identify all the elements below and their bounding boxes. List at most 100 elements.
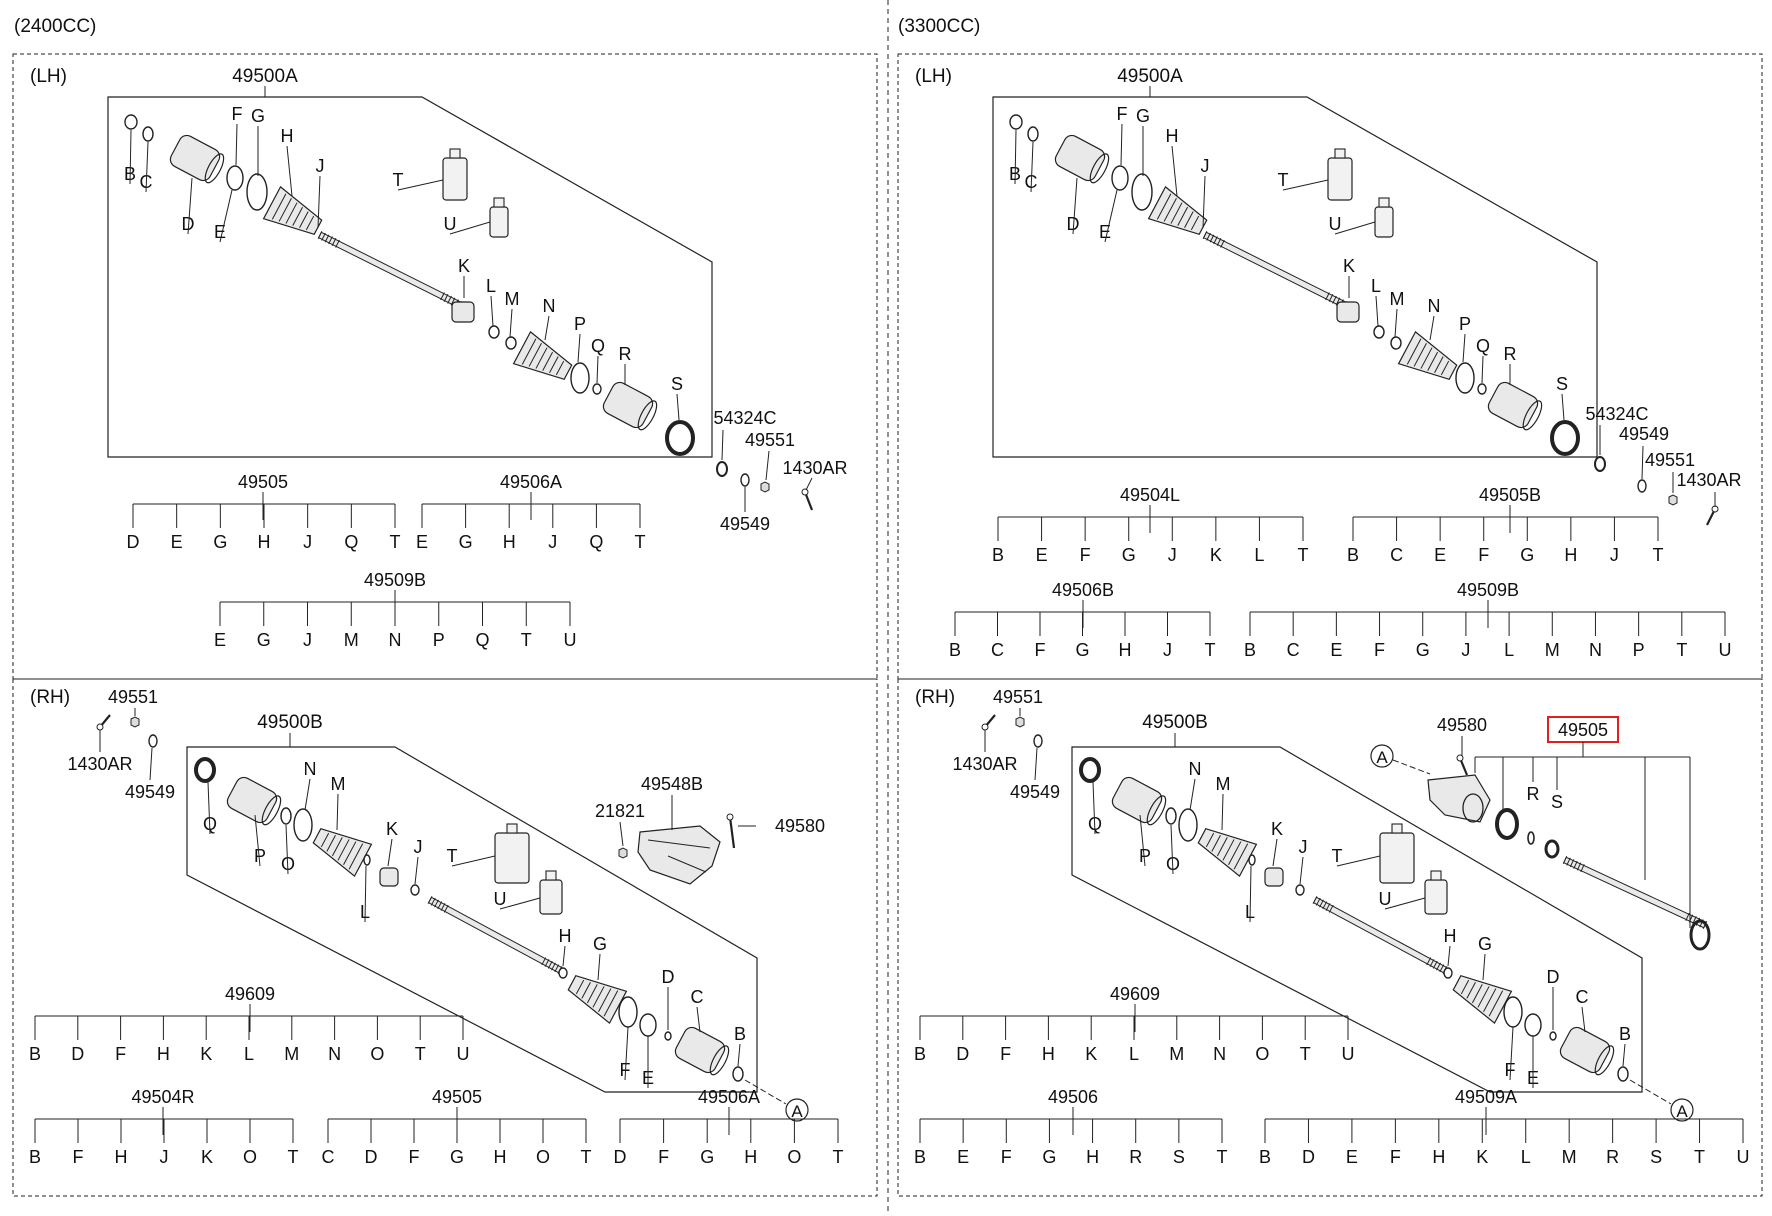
kit-letter-F: F — [1035, 640, 1046, 660]
part-letter-P: P — [1139, 846, 1151, 866]
kit-49509B: 49509B E G J M N P Q T U — [214, 570, 577, 650]
callout-leader — [1384, 897, 1426, 910]
kit-letter-B: B — [949, 640, 961, 660]
boot-fold — [1406, 338, 1422, 365]
part-letter-N: N — [543, 296, 556, 316]
part-code-1430AR: 1430AR — [1676, 470, 1741, 490]
shaft-body — [317, 231, 463, 309]
assembly-code: 49500A — [232, 66, 298, 87]
callout-leader — [1072, 177, 1078, 235]
ring-part — [1373, 325, 1385, 339]
part-letter-T: T — [447, 846, 458, 866]
inner-cv-joint — [1559, 1026, 1615, 1076]
kit-letter-C: C — [1287, 640, 1300, 660]
kit-49505-highlight: 49505 R S — [1474, 716, 1691, 928]
part-letter-T: T — [1332, 846, 1343, 866]
callout-leader — [414, 856, 419, 885]
kit-letter-T: T — [833, 1147, 844, 1167]
boot-fold — [1477, 986, 1490, 1008]
spline-mark — [1328, 904, 1334, 913]
spline-mark — [324, 234, 330, 243]
panel-2400-rh-drawing: (RH)495511430AR4954949500BQPONMLKJTUHGDC… — [29, 687, 844, 1167]
part-code-49549: 49549 — [125, 782, 175, 802]
bracket-body — [637, 825, 721, 885]
callout-leader — [1014, 129, 1017, 185]
callout-leader — [1171, 145, 1178, 197]
kit-letter-B: B — [29, 1147, 41, 1167]
callout-leader — [596, 355, 599, 384]
boot-fold — [598, 988, 612, 1013]
kit-code: 49609 — [1110, 984, 1160, 1004]
kit-letter-U: U — [1719, 640, 1732, 660]
kit-letter-O: O — [536, 1147, 550, 1167]
ring-part — [410, 884, 420, 896]
boot-fold — [292, 206, 304, 226]
boot-fold — [1184, 211, 1194, 229]
kit-code: 49509B — [364, 570, 426, 590]
callout-leader — [1561, 393, 1565, 421]
part-letter-K: K — [458, 256, 470, 276]
kit-letter-S: S — [1173, 1147, 1185, 1167]
bolt-49580 — [1456, 754, 1469, 776]
kit-letter-O: O — [243, 1147, 257, 1167]
ring-part — [558, 967, 568, 979]
inner-boot — [1452, 975, 1513, 1025]
clamp-part — [246, 173, 268, 211]
drive-shaft — [1312, 896, 1448, 974]
spline-mark — [443, 904, 449, 913]
callout-leader — [1394, 308, 1398, 338]
assembly-code: 49500A — [1117, 66, 1183, 87]
kit-letter-N: N — [1213, 1044, 1226, 1064]
kit-code: 49504R — [131, 1087, 194, 1107]
boot-body — [512, 330, 573, 380]
boot-fold — [592, 986, 605, 1008]
kit-letter-O: O — [787, 1147, 801, 1167]
spline-mark — [1216, 238, 1222, 246]
panel-2400-lh — [12, 53, 878, 680]
kit-code: 49505 — [238, 472, 288, 492]
spline-mark — [1325, 903, 1331, 911]
kit-letter-G: G — [459, 532, 473, 552]
callout-leader — [562, 945, 566, 967]
callout-leader — [219, 189, 233, 243]
callout-leader — [285, 824, 289, 875]
part-code-49549: 49549 — [1010, 782, 1060, 802]
kit-letter-G: G — [1520, 545, 1534, 565]
callout-leader — [577, 333, 581, 363]
callout-leader — [1481, 355, 1484, 384]
part-code-49549: 49549 — [720, 514, 770, 534]
part-letter-H: H — [1444, 926, 1457, 946]
ring-S — [1544, 839, 1560, 859]
spline-mark — [1576, 862, 1582, 871]
ring-part — [1477, 383, 1487, 395]
shaft-body — [1563, 856, 1707, 929]
boot-fold — [542, 351, 554, 371]
callout-leader — [1334, 221, 1376, 235]
kit-letter-T: T — [1217, 1147, 1228, 1167]
kit-letter-H: H — [1119, 640, 1132, 660]
boot-fold — [1483, 988, 1497, 1013]
seal-part — [1079, 757, 1101, 783]
clamp-part — [618, 996, 638, 1028]
bolt-shank — [728, 816, 736, 849]
boot-fold — [271, 193, 287, 220]
assembly-outline — [992, 96, 1598, 458]
kit-letter-J: J — [303, 532, 312, 552]
part-letter-J: J — [316, 156, 325, 176]
part-letter-F: F — [1117, 104, 1128, 124]
kit-49505B: 49505B B C E F G H J T — [1347, 485, 1664, 565]
boot-fold — [549, 356, 559, 374]
panel-2400-lh-drawing: (LH)49500ABCDEFGHJKLMNPQRSTU54324C495511… — [30, 66, 848, 650]
nut-icon — [1668, 494, 1678, 506]
reference-leader — [1629, 1079, 1672, 1105]
washer-part — [1637, 479, 1647, 493]
grease-tube-U — [1424, 870, 1448, 915]
part-letter-G: G — [1478, 934, 1492, 954]
callout-leader — [676, 393, 680, 421]
leader-line — [1034, 747, 1038, 781]
callout-leader — [1375, 295, 1379, 327]
clamp-part — [1455, 362, 1475, 394]
ring-part — [1165, 807, 1177, 825]
part-letter-H: H — [559, 926, 572, 946]
part-code-49548B: 49548B — [641, 774, 703, 794]
